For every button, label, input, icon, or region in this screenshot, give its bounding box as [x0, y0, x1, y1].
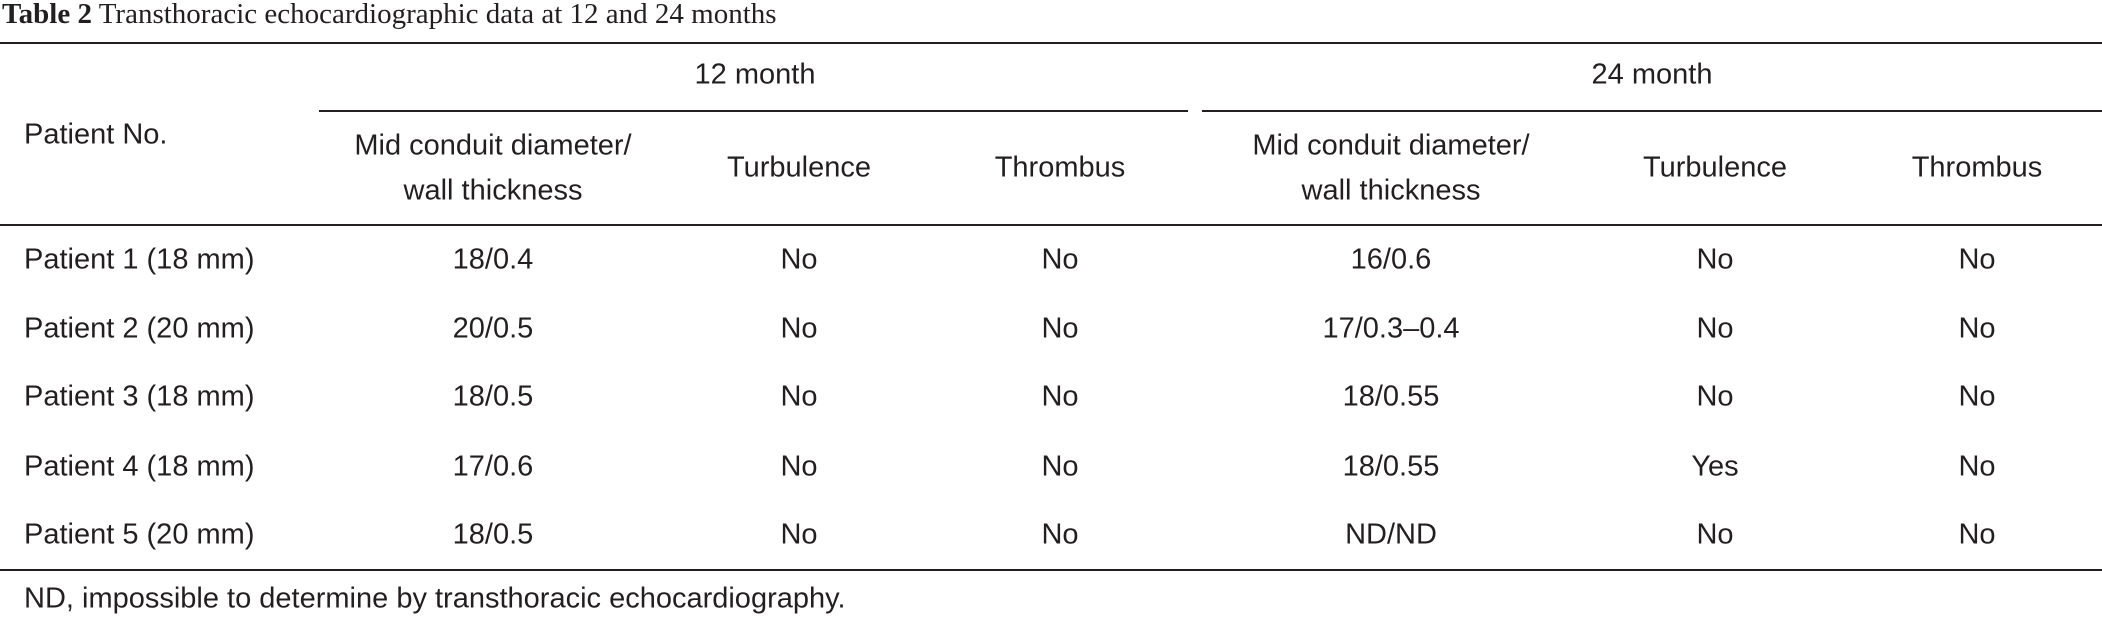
- cell: No: [780, 451, 817, 483]
- cell: No: [1958, 381, 1995, 413]
- cell: No: [1958, 519, 1995, 551]
- row-label: Patient 2 (20 mm): [24, 313, 254, 345]
- cell: No: [1696, 313, 1733, 345]
- cell: No: [780, 313, 817, 345]
- row-label: Patient 1 (18 mm): [24, 244, 254, 276]
- cell: 17/0.6: [453, 451, 534, 483]
- cell: No: [780, 381, 817, 413]
- column-header: Turbulence: [727, 152, 871, 184]
- footnote: ND, impossible to determine by transthor…: [24, 583, 846, 615]
- cell: No: [1696, 244, 1733, 276]
- column-header: Thrombus: [1912, 152, 2043, 184]
- cell: ND/ND: [1345, 519, 1437, 551]
- cell: No: [1958, 244, 1995, 276]
- column-header: Mid conduit diameter/: [1252, 130, 1530, 162]
- row-header: Patient No.: [24, 119, 167, 151]
- column-header: wall thickness: [403, 175, 583, 207]
- cell: No: [1041, 244, 1078, 276]
- cell: 18/0.4: [453, 244, 534, 276]
- cell: No: [1041, 519, 1078, 551]
- cell: No: [1041, 451, 1078, 483]
- group-header: 12 month: [695, 59, 816, 91]
- row-label: Patient 4 (18 mm): [24, 451, 254, 483]
- row-label: Patient 3 (18 mm): [24, 381, 254, 413]
- cell: Yes: [1691, 451, 1738, 483]
- column-header: Mid conduit diameter/: [354, 130, 632, 162]
- cell: No: [1696, 381, 1733, 413]
- caption-text: Transthoracic echocardiographic data at …: [99, 0, 777, 30]
- group-header: 24 month: [1592, 59, 1713, 91]
- row-label: Patient 5 (20 mm): [24, 519, 254, 551]
- cell: 18/0.55: [1343, 381, 1440, 413]
- cell: 20/0.5: [453, 313, 534, 345]
- cell: No: [1041, 381, 1078, 413]
- cell: 16/0.6: [1351, 244, 1432, 276]
- cell: 17/0.3–0.4: [1322, 313, 1459, 345]
- cell: No: [1958, 451, 1995, 483]
- cell: No: [1958, 313, 1995, 345]
- cell: No: [780, 519, 817, 551]
- cell: 18/0.5: [453, 381, 534, 413]
- cell: No: [1696, 519, 1733, 551]
- cell: 18/0.55: [1343, 451, 1440, 483]
- caption-label: Table 2: [2, 0, 92, 30]
- column-header: wall thickness: [1301, 175, 1481, 207]
- cell: No: [1041, 313, 1078, 345]
- column-header: Thrombus: [995, 152, 1126, 184]
- column-header: Turbulence: [1643, 152, 1787, 184]
- cell: 18/0.5: [453, 519, 534, 551]
- table-caption: Table 2 Transthoracic echocardiographic …: [2, 0, 777, 30]
- cell: No: [780, 244, 817, 276]
